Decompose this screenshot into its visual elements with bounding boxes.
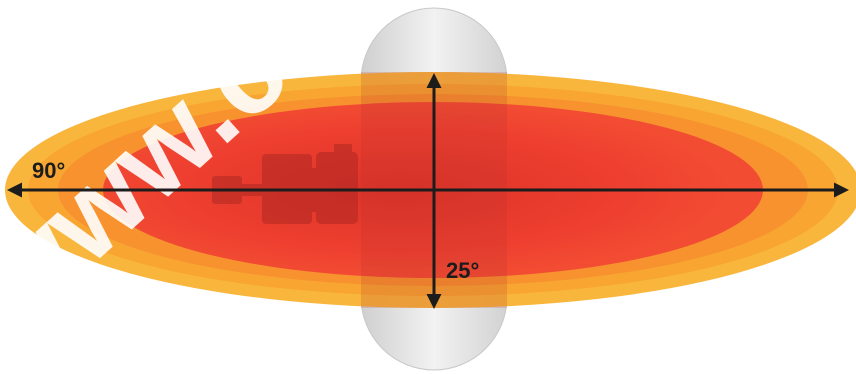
horizontal-angle-label: 90°	[32, 158, 66, 183]
vertical-angle-label: 25°	[446, 258, 480, 283]
